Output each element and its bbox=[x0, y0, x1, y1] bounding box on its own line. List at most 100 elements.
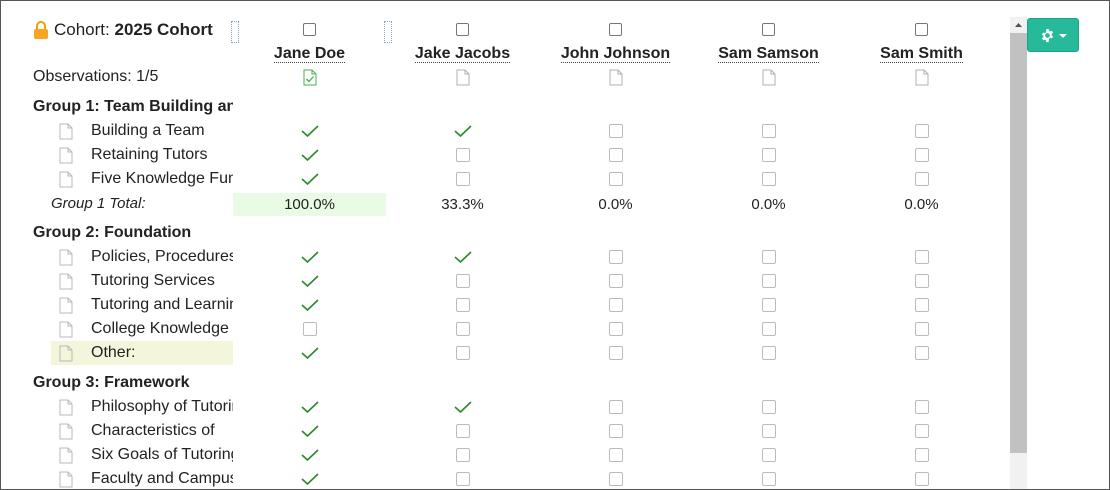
column-select-checkbox[interactable] bbox=[915, 23, 928, 36]
checklist-cell[interactable] bbox=[539, 293, 692, 317]
unchecked-checkbox[interactable] bbox=[609, 124, 623, 138]
observation-cell[interactable] bbox=[692, 69, 845, 93]
checklist-cell[interactable] bbox=[692, 245, 845, 269]
student-name[interactable]: Jake Jacobs bbox=[414, 45, 511, 63]
unchecked-checkbox[interactable] bbox=[456, 172, 470, 186]
checklist-cell[interactable] bbox=[692, 167, 845, 191]
checklist-cell[interactable] bbox=[539, 419, 692, 443]
checklist-cell[interactable] bbox=[692, 341, 845, 365]
unchecked-checkbox[interactable] bbox=[609, 274, 623, 288]
checklist-cell[interactable] bbox=[233, 443, 386, 467]
unchecked-checkbox[interactable] bbox=[609, 250, 623, 264]
column-header-name[interactable]: Sam Samson bbox=[692, 45, 845, 63]
checklist-cell[interactable] bbox=[233, 317, 386, 341]
unchecked-checkbox[interactable] bbox=[762, 124, 776, 138]
unchecked-checkbox[interactable] bbox=[762, 298, 776, 312]
column-header-name[interactable]: Sam Smith bbox=[845, 45, 998, 63]
checklist-cell[interactable] bbox=[539, 269, 692, 293]
observation-cell[interactable] bbox=[539, 69, 692, 93]
checklist-cell[interactable] bbox=[539, 443, 692, 467]
checklist-cell[interactable] bbox=[692, 443, 845, 467]
unchecked-checkbox[interactable] bbox=[303, 322, 317, 336]
checklist-cell[interactable] bbox=[845, 143, 998, 167]
checklist-cell[interactable] bbox=[692, 467, 845, 489]
checklist-cell[interactable] bbox=[539, 143, 692, 167]
column-select-checkbox[interactable] bbox=[303, 23, 316, 36]
unchecked-checkbox[interactable] bbox=[915, 400, 929, 414]
checklist-cell[interactable] bbox=[845, 317, 998, 341]
checklist-cell[interactable] bbox=[386, 119, 539, 143]
checklist-cell[interactable] bbox=[233, 269, 386, 293]
column-header-name[interactable]: Jake Jacobs bbox=[386, 45, 539, 63]
unchecked-checkbox[interactable] bbox=[915, 124, 929, 138]
unchecked-checkbox[interactable] bbox=[456, 274, 470, 288]
checklist-cell[interactable] bbox=[692, 293, 845, 317]
checklist-cell[interactable] bbox=[539, 395, 692, 419]
unchecked-checkbox[interactable] bbox=[609, 322, 623, 336]
unchecked-checkbox[interactable] bbox=[609, 472, 623, 486]
student-name[interactable]: Jane Doe bbox=[273, 45, 346, 63]
checklist-cell[interactable] bbox=[539, 341, 692, 365]
checklist-cell[interactable] bbox=[845, 293, 998, 317]
unchecked-checkbox[interactable] bbox=[762, 448, 776, 462]
unchecked-checkbox[interactable] bbox=[762, 472, 776, 486]
checklist-cell[interactable] bbox=[692, 419, 845, 443]
column-select-checkbox[interactable] bbox=[456, 23, 469, 36]
observation-cell[interactable] bbox=[233, 69, 386, 93]
unchecked-checkbox[interactable] bbox=[762, 274, 776, 288]
checklist-cell[interactable] bbox=[386, 317, 539, 341]
checklist-cell[interactable] bbox=[386, 167, 539, 191]
unchecked-checkbox[interactable] bbox=[609, 400, 623, 414]
checklist-cell[interactable] bbox=[845, 341, 998, 365]
checklist-cell[interactable] bbox=[845, 245, 998, 269]
checklist-cell[interactable] bbox=[845, 443, 998, 467]
checklist-cell[interactable] bbox=[233, 167, 386, 191]
unchecked-checkbox[interactable] bbox=[456, 424, 470, 438]
checklist-cell[interactable] bbox=[233, 395, 386, 419]
checklist-cell[interactable] bbox=[845, 467, 998, 489]
scroll-up-arrow[interactable] bbox=[1010, 17, 1027, 33]
checklist-cell[interactable] bbox=[233, 467, 386, 489]
checklist-cell[interactable] bbox=[386, 467, 539, 489]
unchecked-checkbox[interactable] bbox=[762, 424, 776, 438]
checklist-cell[interactable] bbox=[233, 143, 386, 167]
unchecked-checkbox[interactable] bbox=[915, 346, 929, 360]
column-resize-handle[interactable] bbox=[384, 21, 392, 43]
checklist-cell[interactable] bbox=[692, 119, 845, 143]
checklist-cell[interactable] bbox=[539, 245, 692, 269]
unchecked-checkbox[interactable] bbox=[915, 472, 929, 486]
checklist-cell[interactable] bbox=[233, 419, 386, 443]
student-name[interactable]: Sam Smith bbox=[880, 45, 963, 63]
unchecked-checkbox[interactable] bbox=[762, 172, 776, 186]
column-select-checkbox[interactable] bbox=[762, 23, 775, 36]
column-header-name[interactable]: Jane Doe bbox=[233, 45, 386, 63]
checklist-cell[interactable] bbox=[233, 293, 386, 317]
checklist-cell[interactable] bbox=[845, 167, 998, 191]
checklist-cell[interactable] bbox=[386, 293, 539, 317]
unchecked-checkbox[interactable] bbox=[762, 148, 776, 162]
unchecked-checkbox[interactable] bbox=[915, 172, 929, 186]
unchecked-checkbox[interactable] bbox=[915, 322, 929, 336]
unchecked-checkbox[interactable] bbox=[609, 148, 623, 162]
unchecked-checkbox[interactable] bbox=[456, 322, 470, 336]
observation-cell[interactable] bbox=[845, 69, 998, 93]
checklist-cell[interactable] bbox=[386, 443, 539, 467]
checklist-cell[interactable] bbox=[845, 119, 998, 143]
checklist-cell[interactable] bbox=[233, 245, 386, 269]
unchecked-checkbox[interactable] bbox=[456, 472, 470, 486]
checklist-cell[interactable] bbox=[539, 467, 692, 489]
checklist-cell[interactable] bbox=[233, 341, 386, 365]
checklist-cell[interactable] bbox=[386, 143, 539, 167]
unchecked-checkbox[interactable] bbox=[915, 424, 929, 438]
unchecked-checkbox[interactable] bbox=[915, 250, 929, 264]
checklist-cell[interactable] bbox=[845, 395, 998, 419]
checklist-cell[interactable] bbox=[539, 167, 692, 191]
checklist-cell[interactable] bbox=[692, 269, 845, 293]
checklist-cell[interactable] bbox=[845, 269, 998, 293]
column-header-name[interactable]: John Johnson bbox=[539, 45, 692, 63]
checklist-cell[interactable] bbox=[845, 419, 998, 443]
unchecked-checkbox[interactable] bbox=[915, 298, 929, 312]
unchecked-checkbox[interactable] bbox=[762, 250, 776, 264]
checklist-cell[interactable] bbox=[386, 419, 539, 443]
checklist-cell[interactable] bbox=[692, 143, 845, 167]
